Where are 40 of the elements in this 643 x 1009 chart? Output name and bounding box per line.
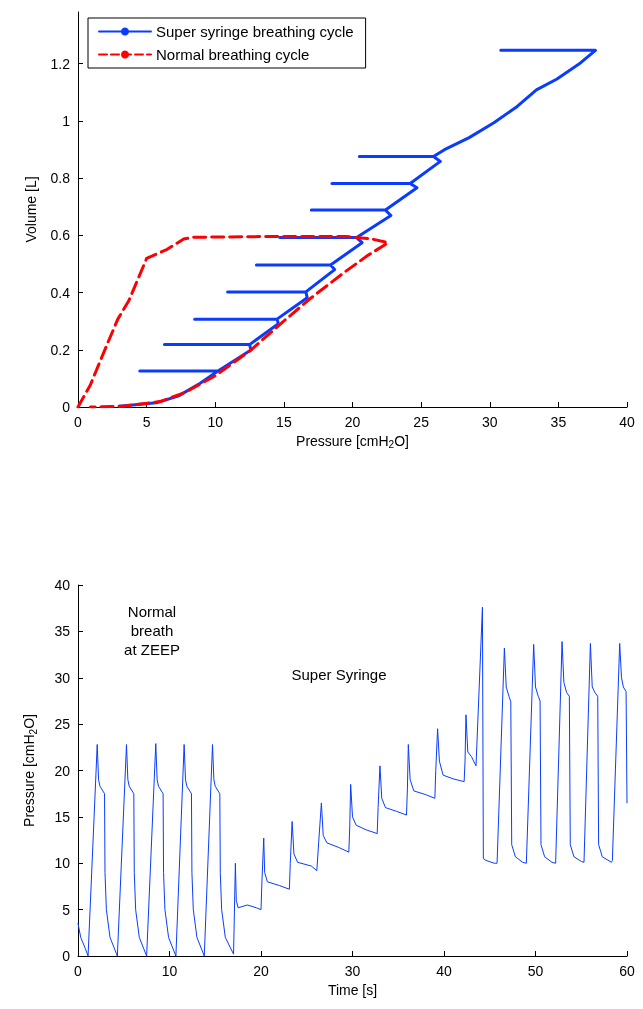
y-tick-label: 25: [54, 716, 71, 733]
x-tick-label: 30: [481, 414, 498, 430]
x-tick-label: 15: [276, 414, 292, 430]
line-series: [76, 234, 390, 409]
x-tick-label: 10: [161, 963, 178, 979]
x-tick-label: 5: [142, 414, 151, 430]
y-tick-label: 1: [62, 112, 71, 129]
x-axis-title: Time [s]: [327, 981, 378, 998]
x-tick-label: 0: [74, 414, 83, 430]
x-tick-label: 25: [413, 414, 430, 430]
y-tick-label: 20: [54, 762, 71, 779]
y-axis-title: Pressure [cmH2O]: [21, 714, 39, 827]
y-tick-label: 30: [54, 669, 71, 686]
y-tick-label: 0.2: [50, 341, 71, 358]
y-tick-label: 1.2: [50, 55, 71, 72]
y-tick-label: 40: [54, 577, 71, 593]
legend-label: Normal breathing cycle: [156, 46, 310, 63]
y-tick-label: 0: [62, 399, 71, 415]
x-tick-label: 40: [619, 414, 635, 430]
y-tick-label: 35: [54, 623, 71, 640]
annotation: Normal breath at ZEEP: [124, 603, 180, 658]
x-tick-label: 40: [436, 963, 452, 979]
x-tick-label: 35: [550, 414, 567, 430]
y-tick-label: 0: [62, 948, 71, 964]
x-tick-label: 10: [207, 414, 224, 430]
y-tick-label: 0.6: [50, 227, 71, 244]
y-tick-label: 15: [54, 808, 71, 825]
y-tick-label: 5: [62, 901, 71, 918]
y-tick-label: 0.8: [50, 170, 71, 187]
annotation: Super Syringe: [291, 666, 387, 683]
x-tick-label: 20: [344, 414, 361, 430]
x-tick-label: 60: [619, 963, 635, 979]
y-axis-title: Volume [L]: [23, 176, 39, 243]
x-tick-label: 30: [344, 963, 361, 979]
legend-label: Super syringe breathing cycle: [156, 23, 354, 40]
y-tick-label: 0.4: [50, 284, 71, 301]
x-tick-label: 0: [74, 963, 83, 979]
x-tick-label: 50: [527, 963, 544, 979]
y-tick-label: 10: [54, 855, 71, 872]
x-tick-label: 20: [253, 963, 269, 979]
